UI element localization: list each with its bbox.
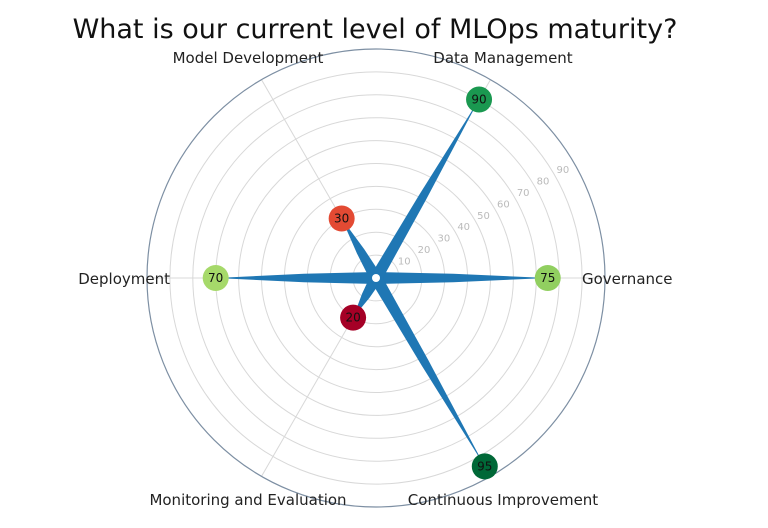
bar	[370, 99, 480, 281]
value-label: 30	[334, 212, 349, 226]
radial-tick-label: 90	[556, 165, 569, 176]
bar	[370, 275, 485, 467]
category-label: Deployment	[78, 270, 170, 288]
markers: 75 90 30 70 20 95	[202, 86, 561, 480]
radial-tick-label: 30	[437, 234, 450, 245]
bars	[215, 99, 548, 467]
chart-title: What is our current level of MLOps matur…	[73, 14, 678, 45]
marker	[466, 86, 493, 113]
radial-tick-label: 50	[477, 211, 490, 222]
value-label: 70	[208, 271, 223, 285]
marker	[328, 205, 355, 232]
value-label: 75	[540, 271, 555, 285]
category-labels: Governance Data Management Model Developme…	[78, 49, 672, 509]
marker	[340, 304, 367, 331]
radial-tick-label: 60	[497, 199, 510, 210]
radial-tick-label: 80	[537, 176, 550, 187]
bar	[215, 272, 376, 284]
value-label: 95	[477, 459, 492, 473]
value-label: 90	[471, 93, 486, 107]
category-label: Model Development	[173, 49, 324, 67]
bar	[341, 218, 382, 281]
radial-ticks: 10 20 30 40 50 60 70 80 90	[398, 165, 569, 268]
category-label: Governance	[582, 270, 673, 288]
category-label: Monitoring and Evaluation	[149, 491, 346, 509]
radial-tick-label: 20	[418, 245, 431, 256]
center-hole	[372, 274, 380, 282]
marker	[534, 265, 561, 291]
value-label: 20	[345, 311, 360, 325]
marker	[471, 453, 498, 480]
category-label: Data Management	[433, 49, 573, 67]
outer-circle	[146, 48, 606, 508]
category-label: Continuous Improvement	[408, 491, 599, 509]
radial-tick-label: 70	[517, 188, 530, 199]
bar	[376, 272, 548, 284]
radial-tick-label: 40	[457, 222, 470, 233]
marker	[202, 265, 229, 291]
radial-tick-label: 10	[398, 257, 411, 268]
